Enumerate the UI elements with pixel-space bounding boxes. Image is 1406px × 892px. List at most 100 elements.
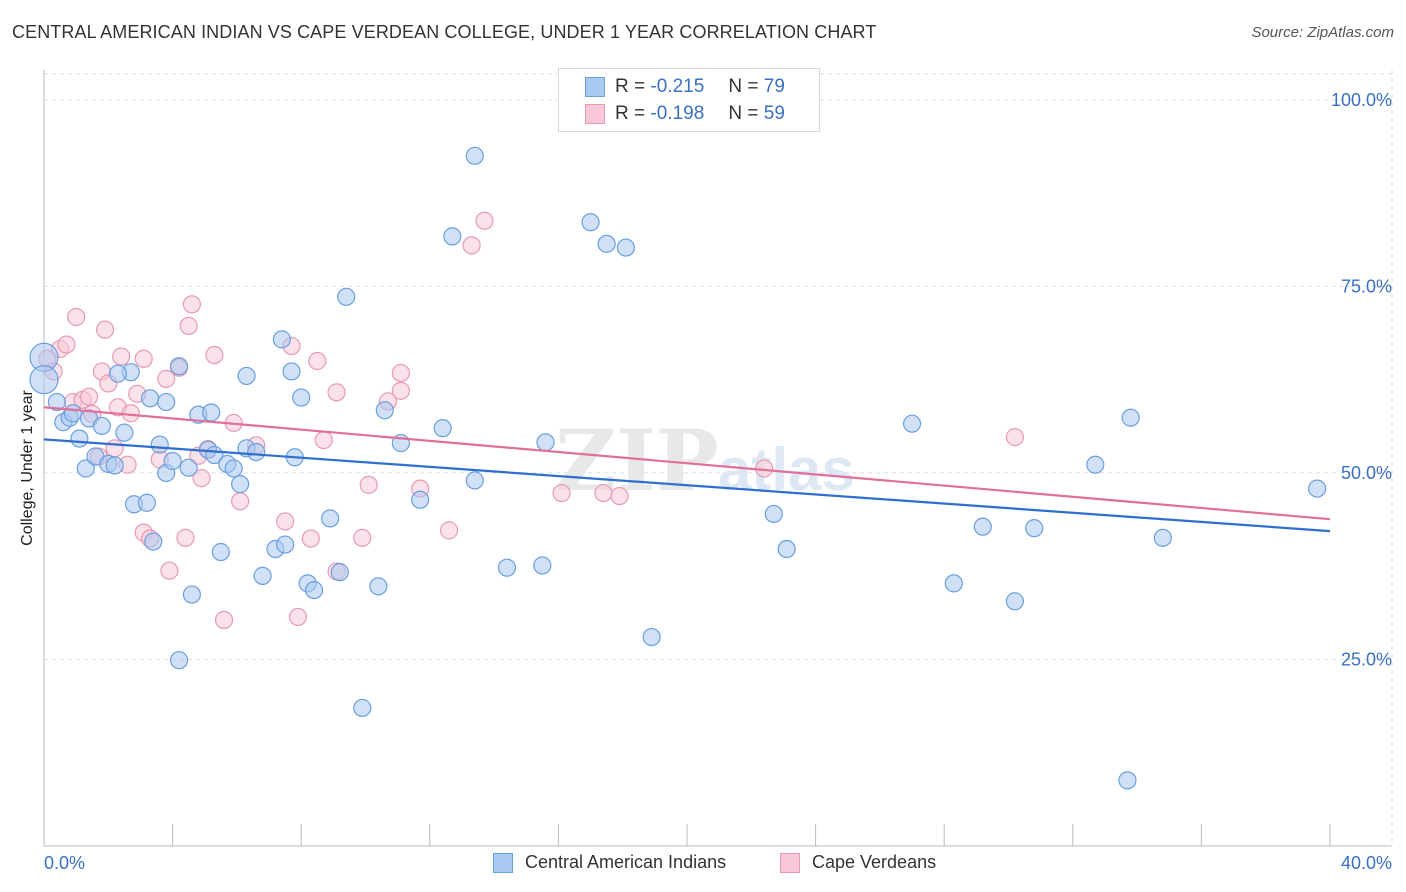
legend-swatch-pink	[585, 104, 605, 124]
data-point	[288, 607, 308, 627]
data-point	[292, 388, 311, 407]
data-point	[105, 439, 124, 458]
source-label: Source: ZipAtlas.com	[1251, 24, 1394, 41]
data-point	[115, 423, 134, 442]
x-tick-label: 0.0%	[44, 853, 85, 873]
data-point	[95, 320, 115, 339]
data-point	[237, 366, 256, 386]
data-point	[973, 517, 992, 536]
data-point	[163, 451, 182, 471]
data-point	[211, 542, 230, 562]
data-point	[169, 651, 189, 670]
data-point	[92, 416, 111, 436]
data-point	[160, 561, 179, 580]
chart-title: CENTRAL AMERICAN INDIAN VS CAPE VERDEAN …	[12, 22, 877, 42]
legend-n-value: 59	[763, 103, 785, 124]
legend-r-value: -0.215	[650, 76, 705, 97]
data-point	[112, 347, 131, 366]
data-point	[581, 213, 600, 232]
data-point	[137, 493, 156, 512]
data-point	[105, 456, 124, 475]
data-point	[192, 469, 211, 488]
y-tick-label: 25.0%	[1341, 649, 1392, 669]
data-point	[353, 698, 372, 718]
data-point	[150, 435, 169, 454]
legend-r-label: R =	[615, 76, 646, 97]
legend-swatch-blue	[585, 77, 605, 97]
data-point	[337, 287, 356, 306]
data-point	[533, 556, 552, 575]
data-point	[144, 532, 163, 551]
data-point	[140, 389, 160, 408]
watermark-zip: ZIP	[555, 411, 719, 510]
data-point	[231, 475, 250, 494]
data-point	[63, 404, 83, 423]
data-point	[179, 316, 198, 336]
legend-n-value: 79	[763, 76, 785, 97]
data-point	[359, 475, 378, 494]
data-point	[1005, 592, 1025, 611]
trend-line	[43, 438, 1331, 533]
data-point	[443, 227, 462, 246]
data-point	[70, 429, 89, 448]
data-point	[411, 490, 430, 509]
data-point	[465, 471, 484, 490]
data-point	[465, 146, 484, 165]
data-point	[375, 401, 394, 420]
data-point	[594, 483, 613, 503]
data-point	[321, 509, 340, 528]
data-point	[610, 486, 629, 506]
data-point	[272, 330, 292, 349]
data-point	[902, 414, 922, 433]
data-point	[157, 392, 176, 412]
data-point	[247, 442, 266, 462]
data-point	[308, 351, 327, 371]
data-point	[552, 483, 571, 503]
data-point	[462, 236, 481, 255]
data-point	[369, 577, 388, 596]
legend-item-central-american-indians: Central American Indians	[493, 852, 726, 873]
data-point	[1086, 455, 1105, 474]
data-point	[169, 357, 189, 376]
data-point	[282, 362, 301, 381]
data-point	[224, 459, 243, 478]
data-point	[79, 387, 99, 406]
x-tick-label: 40.0%	[1341, 853, 1392, 873]
tick-labels: 25.0% 50.0% 75.0% 100.0% 0.0% 40.0%	[44, 90, 1392, 873]
legend-swatch-pink	[780, 852, 800, 873]
legend-row-central-american-indians: R = -0.215 N = 79	[585, 75, 785, 99]
data-point	[391, 363, 410, 383]
data-point	[327, 383, 346, 402]
data-point	[304, 580, 324, 600]
data-point	[353, 528, 372, 547]
data-point	[276, 512, 295, 531]
data-point	[134, 349, 153, 368]
data-point	[205, 345, 224, 365]
data-point	[439, 521, 459, 540]
data-point	[301, 529, 320, 548]
correlation-legend: R = -0.215 N = 79 R = -0.198 N = 59	[558, 68, 820, 132]
data-point	[276, 535, 295, 554]
data-point	[330, 563, 349, 582]
legend-n-label: N =	[728, 76, 759, 97]
y-tick-label: 50.0%	[1341, 463, 1392, 483]
data-point	[764, 504, 783, 524]
trend-lines	[43, 406, 1331, 533]
data-point	[597, 234, 616, 253]
data-point	[179, 458, 198, 477]
y-tick-label: 75.0%	[1341, 276, 1392, 296]
data-point	[182, 585, 201, 604]
data-point	[1118, 771, 1137, 790]
data-point	[253, 566, 272, 585]
data-point	[29, 365, 59, 395]
data-point	[108, 364, 128, 383]
central-american-indian-points	[29, 146, 1327, 790]
data-point	[76, 459, 95, 478]
data-point	[1121, 408, 1140, 427]
series-legend: Central American Indians Cape Verdeans	[0, 852, 1406, 876]
data-point	[157, 369, 176, 389]
trend-line	[43, 406, 1331, 521]
gridlines	[44, 70, 1393, 846]
legend-label: Cape Verdeans	[812, 852, 937, 872]
